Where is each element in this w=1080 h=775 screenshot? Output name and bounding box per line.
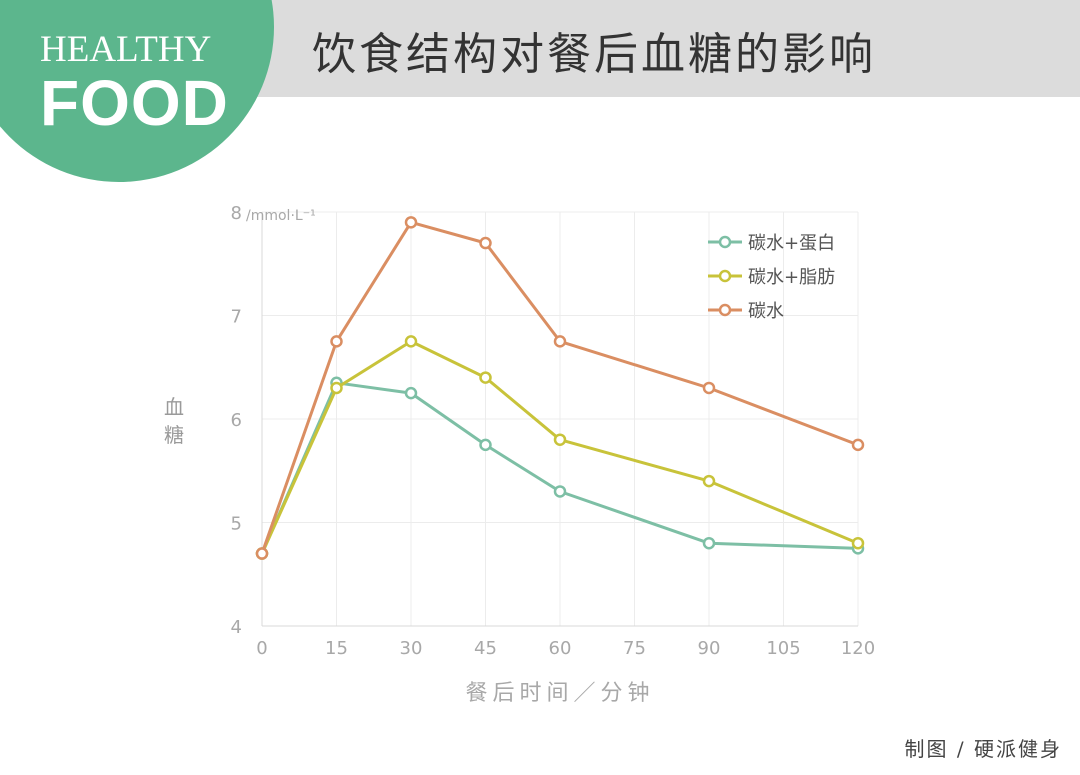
legend-swatch-marker [718, 235, 732, 249]
data-point [330, 381, 343, 395]
y-unit-label: /mmol·L⁻¹ [246, 208, 316, 224]
y-tick-label: 6 [231, 410, 242, 431]
legend-label: 碳水+脂肪 [748, 267, 835, 288]
data-point [702, 381, 716, 395]
legend-swatch-marker [718, 269, 732, 283]
x-tick-label: 45 [474, 638, 497, 659]
x-tick-label: 15 [325, 638, 348, 659]
data-point [851, 438, 865, 452]
data-point [255, 547, 269, 560]
legend-swatch-marker [718, 303, 732, 317]
data-point [553, 485, 567, 498]
page-title: 饮食结构对餐后血糖的影响 [312, 29, 876, 80]
series-lines [255, 216, 865, 560]
y-tick-label: 8 [231, 203, 242, 224]
data-point [479, 438, 492, 452]
credit-text: 制图 / 硬派健身 [904, 737, 1062, 761]
data-point [330, 335, 343, 348]
y-axis-label: 血糖 [164, 395, 184, 447]
legend-label: 碳水+蛋白 [748, 233, 835, 254]
x-tick-label: 120 [841, 638, 875, 659]
logo-text-healthy: HEALTHY [40, 29, 212, 70]
y-tick-label: 5 [231, 514, 242, 535]
legend-label: 碳水 [748, 301, 784, 322]
data-point [702, 474, 716, 488]
data-point [553, 335, 567, 348]
x-tick-label: 60 [549, 638, 572, 659]
data-point [404, 216, 418, 229]
data-point [479, 236, 492, 250]
data-point [702, 536, 716, 550]
grid-lines [262, 211, 859, 626]
x-tick-label: 105 [766, 638, 800, 659]
y-tick-label: 4 [231, 617, 242, 638]
y-tick-label: 7 [231, 307, 242, 328]
x-tick-label: 75 [623, 638, 646, 659]
logo-text-food: FOOD [40, 67, 229, 139]
data-point [404, 335, 418, 348]
data-point [851, 536, 865, 550]
x-tick-label: 0 [256, 638, 267, 659]
x-tick-label: 90 [698, 638, 721, 659]
data-point [479, 371, 492, 384]
x-tick-label: 30 [400, 638, 423, 659]
x-axis-label: 餐后时间／分钟 [465, 681, 655, 706]
data-point [404, 386, 418, 400]
data-point [553, 433, 567, 446]
